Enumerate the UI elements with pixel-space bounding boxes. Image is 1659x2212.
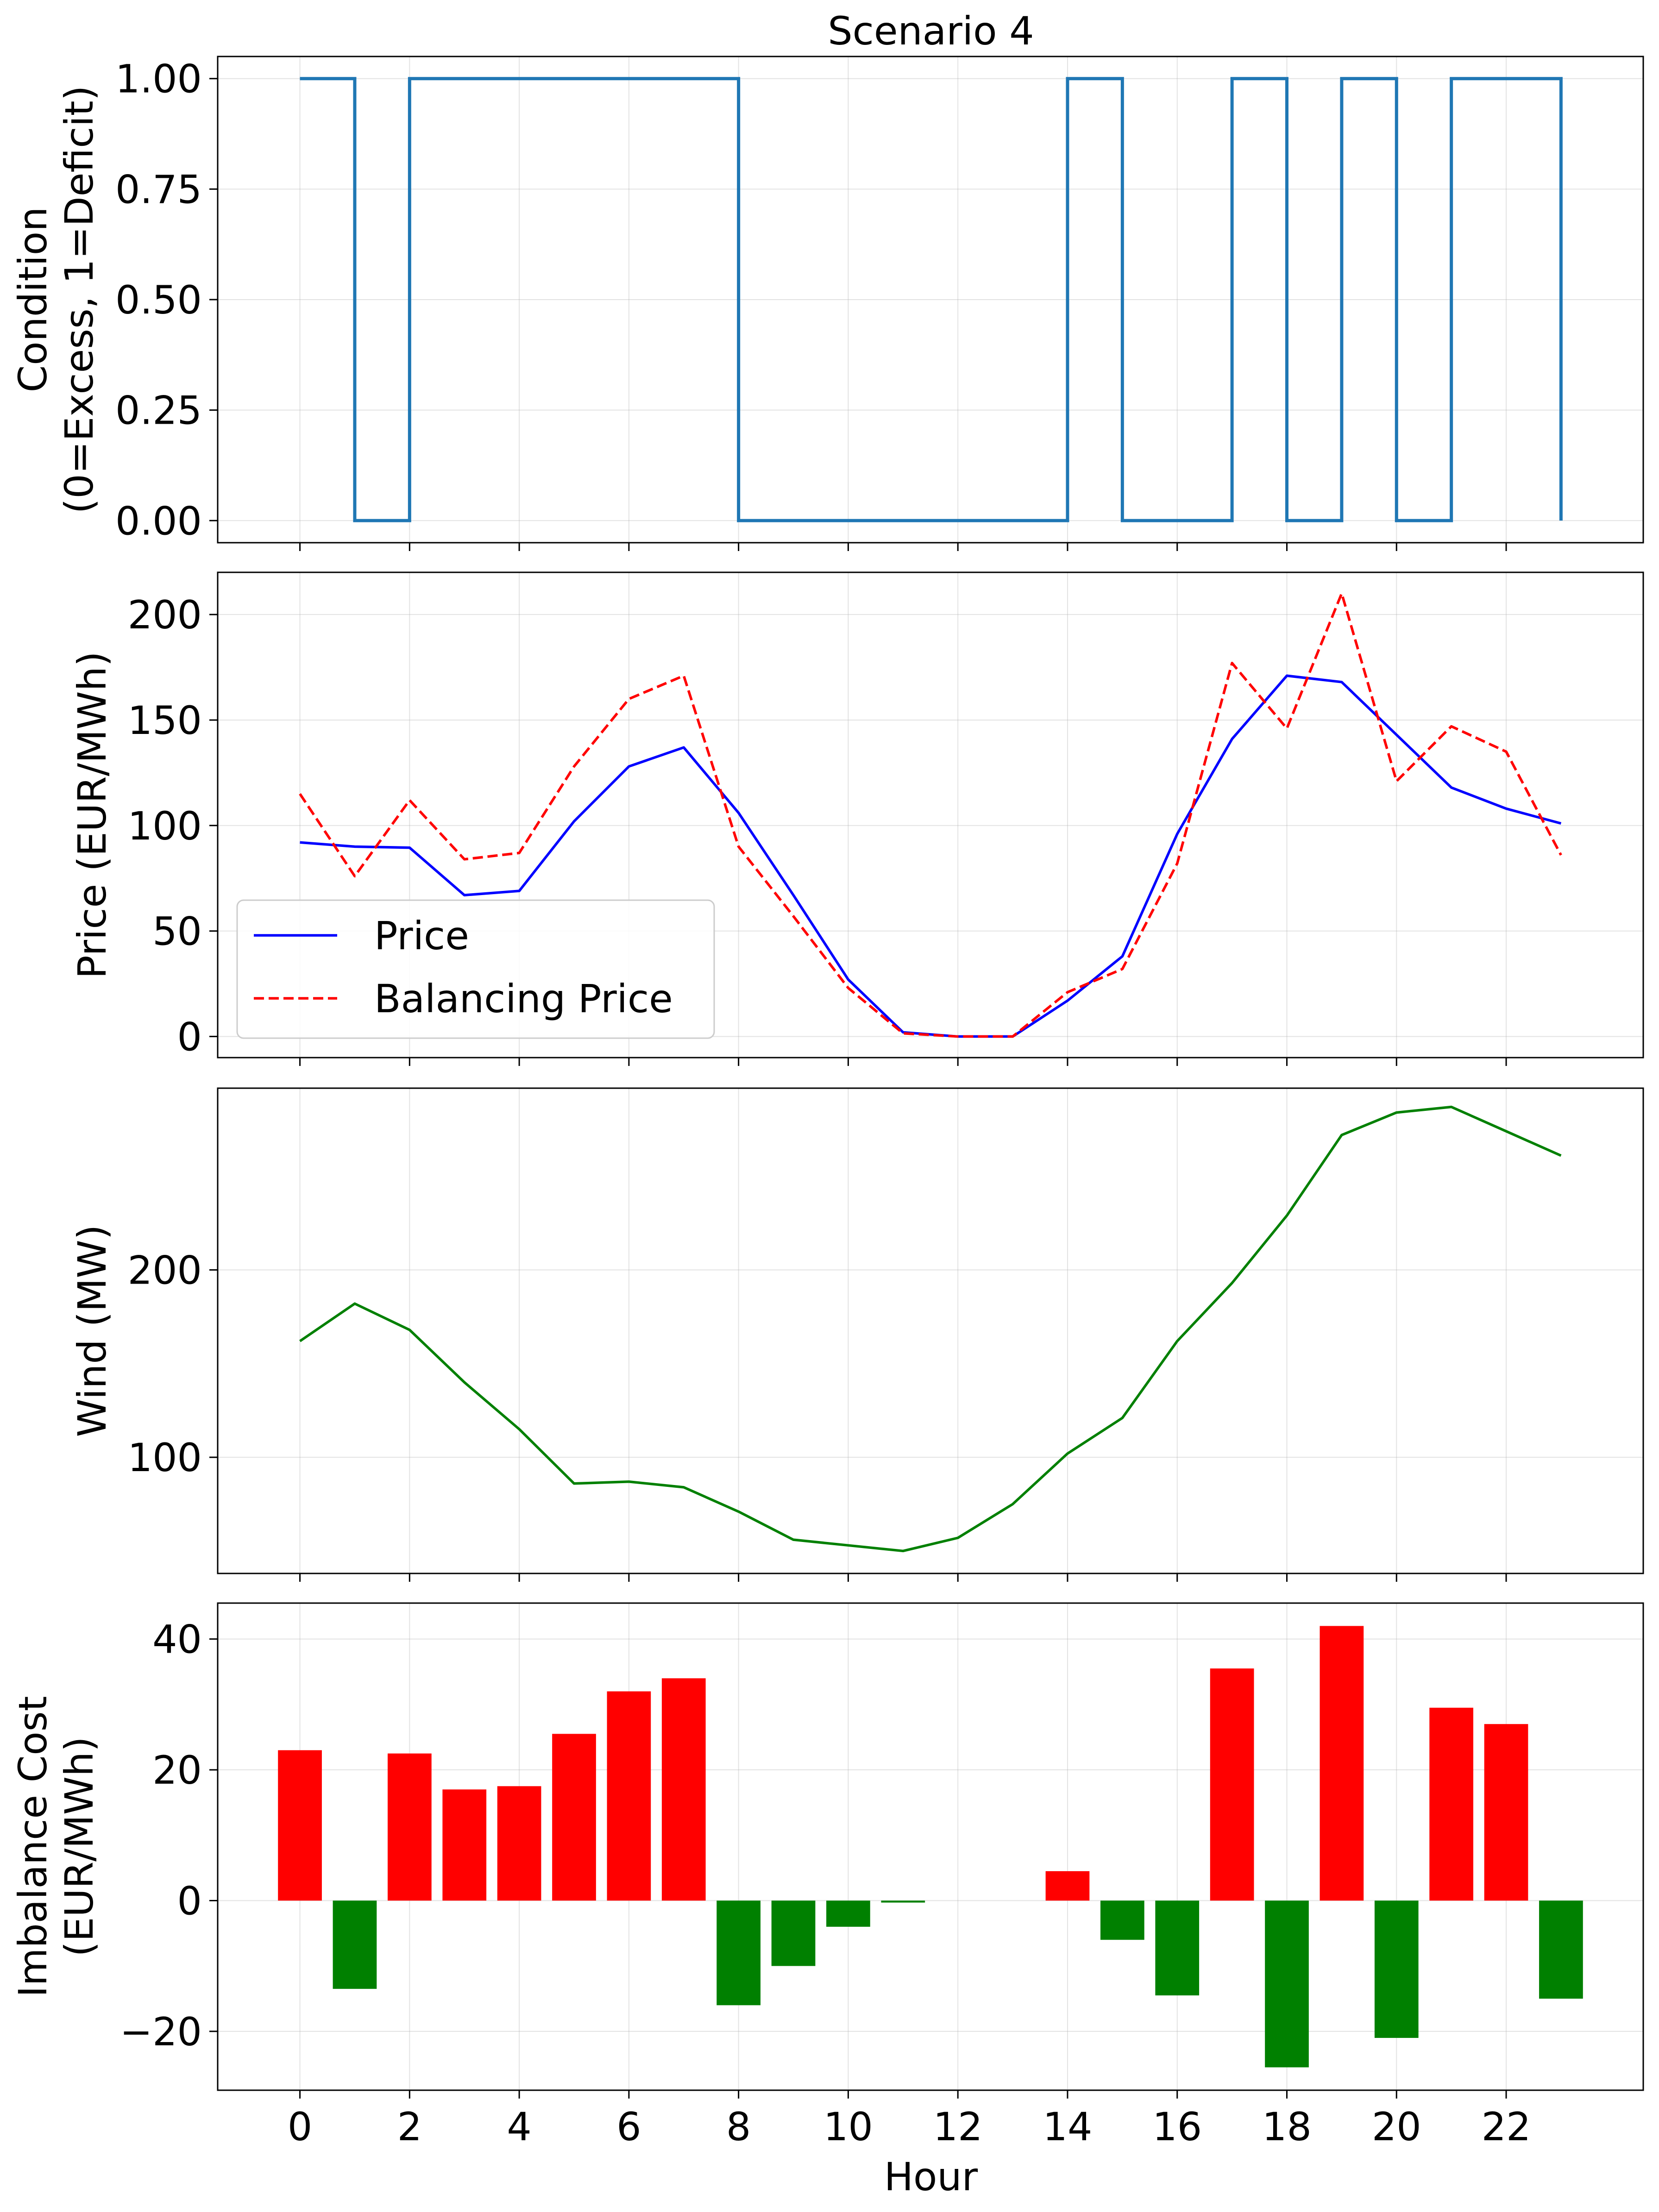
legend-box <box>236 899 715 1039</box>
x-tick-label: 18 <box>1262 2104 1312 2149</box>
imbalance-bar <box>1100 1900 1144 1940</box>
imbalance-bar <box>1374 1900 1419 2038</box>
y-tick-label: 50 <box>152 909 202 954</box>
imbalance-bar <box>1484 1724 1528 1901</box>
panel-3: 100 200 Wind (MW) <box>69 1087 1644 1582</box>
y-tick-label: −20 <box>120 2009 202 2055</box>
x-tick-label: 2 <box>397 2104 422 2149</box>
imbalance-bar <box>552 1734 596 1901</box>
y-tick-label: 20 <box>152 1748 202 1793</box>
x-tick-label: 12 <box>933 2104 983 2149</box>
x-tick-label: 20 <box>1372 2104 1421 2149</box>
panel-frame <box>217 1087 1644 1574</box>
wind-line <box>299 1105 1562 1553</box>
imbalance-bar <box>1210 1668 1254 1901</box>
y-axis-label: (EUR/MWh) <box>57 1736 102 1957</box>
imbalance-bar <box>1155 1900 1200 1996</box>
y-axis-label: Price (EUR/MWh) <box>69 651 115 978</box>
y-axis-label: Wind (MW) <box>69 1225 115 1437</box>
x-tick-label: 16 <box>1152 2104 1202 2149</box>
imbalance-bar <box>716 1900 761 2005</box>
y-tick-label: 0.75 <box>115 167 202 212</box>
legend-label: Balancing Price <box>374 976 673 1021</box>
imbalance-bar <box>1539 1900 1583 1999</box>
y-axis-label: Imbalance Cost <box>10 1696 56 1998</box>
y-axis-label: (0=Excess, 1=Deficit) <box>57 85 102 514</box>
imbalance-bar <box>1045 1871 1090 1901</box>
panel-2: 0 50 100 150 200 Price (EUR/MWh) Price Balancin… <box>69 571 1644 1066</box>
y-tick-label: 1.00 <box>115 56 202 102</box>
x-tick-label: 10 <box>823 2104 873 2149</box>
imbalance-bar <box>333 1900 377 1989</box>
price-line <box>300 674 1562 1038</box>
imbalance-bar <box>661 1678 706 1901</box>
y-tick-label: 0.00 <box>115 498 202 544</box>
panel-1: 0.00 0.25 0.50 0.75 1.00 Condition (0=Excess, … <box>10 56 1644 551</box>
x-tick-label: 0 <box>288 2104 312 2149</box>
condition-step-line <box>300 77 1563 522</box>
y-tick-label: 40 <box>152 1617 202 1662</box>
imbalance-bar <box>771 1900 816 1966</box>
y-axis-label: Condition <box>10 207 56 393</box>
y-tick-label: 200 <box>128 1247 202 1293</box>
imbalance-bar <box>442 1789 487 1901</box>
imbalance-bar <box>1320 1626 1364 1901</box>
y-tick-label: 150 <box>128 698 202 743</box>
panel-frame <box>217 571 1644 1059</box>
chart-title: Scenario 4 <box>828 8 1034 54</box>
y-tick-label: 0 <box>177 1878 202 1924</box>
imbalance-bar <box>826 1900 870 1927</box>
y-tick-label: 0.50 <box>115 277 202 323</box>
y-tick-label: 0 <box>177 1014 202 1059</box>
legend: Price Balancing Price <box>236 899 715 1039</box>
imbalance-bar <box>278 1750 322 1901</box>
panel-4: −20 0 20 40 0 2 4 6 8 10 12 14 16 18 20 22 Imbalance Cos… <box>10 1602 1644 2149</box>
legend-label: Price <box>374 913 469 959</box>
x-tick-label: 22 <box>1482 2104 1531 2149</box>
x-axis-label: Hour <box>884 2154 978 2199</box>
imbalance-bar <box>387 1753 432 1901</box>
y-tick-label: 0.25 <box>115 388 202 433</box>
imbalance-bar <box>497 1786 541 1901</box>
panels-layer: 0.00 0.25 0.50 0.75 1.00 Condition (0=Excess, … <box>10 56 1644 2149</box>
imbalance-bar <box>607 1691 651 1901</box>
y-tick-label: 100 <box>128 803 202 849</box>
x-tick-label: 14 <box>1043 2104 1093 2149</box>
balancing-price-line <box>299 592 1562 1038</box>
y-tick-label: 200 <box>128 592 202 638</box>
imbalance-bar <box>881 1900 925 1903</box>
panel-frame <box>217 1602 1644 2091</box>
x-tick-label: 4 <box>507 2104 531 2149</box>
x-tick-label: 8 <box>726 2104 751 2149</box>
imbalance-bar <box>1429 1707 1474 1901</box>
x-tick-label: 6 <box>616 2104 641 2149</box>
y-tick-label: 100 <box>128 1435 202 1480</box>
imbalance-bar <box>1265 1900 1309 2068</box>
